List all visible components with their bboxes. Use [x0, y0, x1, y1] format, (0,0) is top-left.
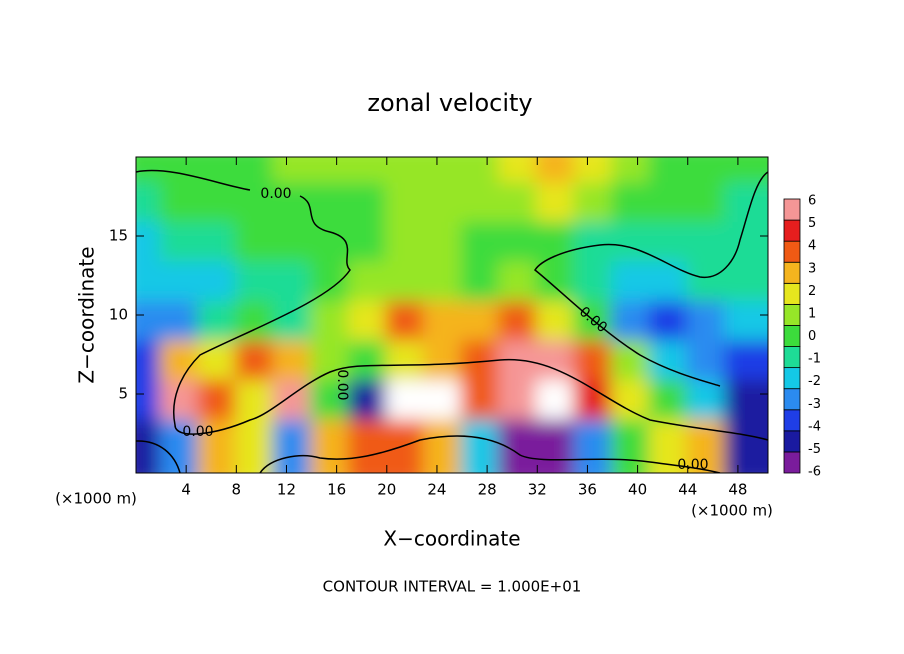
colorbar-box [783, 409, 801, 432]
x-tick-label: 12 [277, 481, 296, 499]
x-axis-label: X−coordinate [383, 527, 520, 551]
colorbar-label: 4 [808, 239, 816, 254]
colorbar-box [783, 240, 801, 263]
contour-line [136, 169, 768, 441]
colorbar-box [783, 219, 801, 242]
x-tick-label: 16 [327, 481, 346, 499]
footnote: CONTOUR INTERVAL = 1.000E+01 [323, 578, 582, 596]
chart-title: zonal velocity [367, 89, 532, 117]
colorbar-label: 0 [808, 329, 816, 344]
colorbar-label: 2 [808, 284, 816, 299]
x-tick-label: 48 [728, 481, 747, 499]
colorbar-box [783, 325, 801, 347]
contour-label: 0.00 [182, 424, 213, 440]
contour-label: 0.00 [334, 369, 350, 400]
colorbar-box [783, 388, 801, 411]
x-tick-label: 20 [377, 481, 396, 499]
y-unit: (×1000 m) [691, 502, 773, 520]
y-axis-label: Z−coordinate [75, 246, 99, 383]
colorbar-box [783, 303, 801, 326]
colorbar-box [783, 198, 801, 221]
cell [723, 419, 768, 473]
colorbar-label: -6 [808, 465, 821, 480]
colorbar-label: 6 [808, 194, 816, 209]
x-tick-label: 44 [678, 481, 697, 499]
contour-line [534, 171, 768, 387]
x-tick-label: 24 [427, 481, 446, 499]
contour-line [136, 435, 721, 473]
y-tick-label: 10 [109, 306, 128, 324]
colorbar-label: 3 [808, 261, 816, 276]
x-tick-label: 40 [628, 481, 647, 499]
colorbar-box [783, 346, 801, 369]
cells [136, 157, 768, 473]
field [136, 157, 768, 473]
x-unit: (×1000 m) [55, 490, 137, 508]
contour-label: 0.00 [260, 186, 291, 202]
x-tick-label: 36 [578, 481, 597, 499]
colorbar-label: 1 [808, 306, 816, 321]
colorbar-box [783, 430, 801, 453]
x-tick-label: 8 [232, 481, 242, 499]
x-tick-label: 28 [478, 481, 497, 499]
colorbar-label: -4 [808, 419, 821, 434]
colorbar-label: -3 [808, 397, 821, 412]
colorbar-label: -5 [808, 442, 821, 457]
colorbar-box [783, 367, 801, 390]
y-tick-label: 5 [118, 385, 128, 403]
colorbar-box [783, 451, 801, 474]
zero-contours [136, 169, 768, 473]
x-tick-label: 4 [181, 481, 191, 499]
y-tick-label: 15 [109, 227, 128, 245]
colorbar-box [783, 282, 801, 305]
colorbar-label: -2 [808, 374, 821, 389]
x-tick-label: 32 [528, 481, 547, 499]
colorbar: -6 -5 -4 -3 -2 -1 0 1 2 3 4 5 6 [783, 194, 821, 480]
colorbar-label: 5 [808, 216, 816, 231]
colorbar-label: -1 [808, 352, 821, 367]
contour-label: 0.00 [677, 457, 708, 473]
colorbar-box [783, 261, 801, 284]
